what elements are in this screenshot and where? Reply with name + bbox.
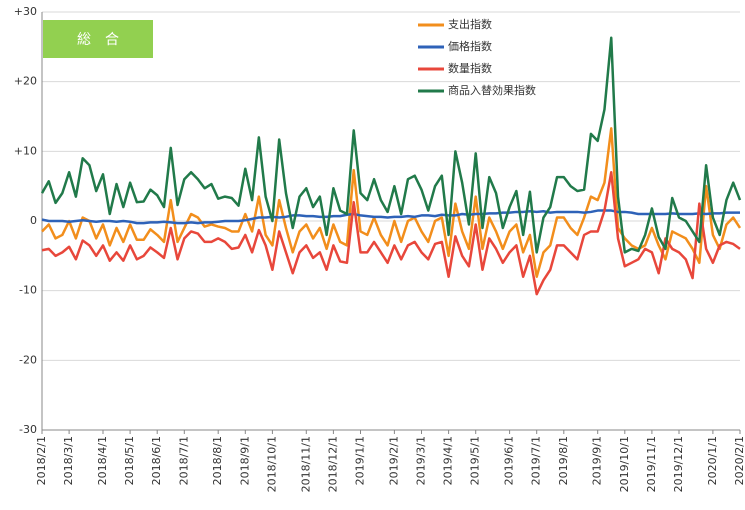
- annotation-box: [43, 20, 153, 58]
- x-tick-label: 2018/10/1: [265, 436, 278, 492]
- legend-label: 価格指数: [448, 39, 492, 53]
- x-tick-label: 2018/9/1: [238, 436, 251, 485]
- series-line: [41, 209, 740, 225]
- legend-label: 数量指数: [448, 61, 492, 75]
- annotation: 総 合: [77, 32, 119, 48]
- series-line: [40, 36, 742, 254]
- x-tick-label: 2019/5/1: [469, 436, 482, 485]
- y-tick-label: -20: [19, 353, 37, 366]
- x-tick-label: 2018/12/1: [326, 436, 339, 492]
- x-tick-label: 2019/6/1: [503, 436, 516, 485]
- x-tick-label: 2019/1/1: [354, 436, 367, 485]
- y-tick-label: +20: [14, 75, 37, 88]
- x-tick-label: 2019/11/1: [645, 436, 658, 492]
- y-tick-label: -30: [19, 423, 37, 436]
- legend-label: 支出指数: [448, 17, 492, 31]
- x-tick-label: 2019/3/1: [414, 436, 427, 485]
- x-tick-label: 2020/1/1: [706, 436, 719, 485]
- x-tick-label: 2019/12/1: [672, 436, 685, 492]
- x-tick-label: 2019/10/1: [618, 436, 631, 492]
- x-tick-label: 2019/9/1: [591, 436, 604, 485]
- legend-label: 商品入替効果指数: [448, 83, 536, 97]
- x-tick-label: 2019/2/1: [387, 436, 400, 485]
- x-tick-label: 2018/2/1: [35, 436, 48, 485]
- x-tick-label: 2018/6/1: [150, 436, 163, 485]
- x-tick-label: 2018/8/1: [211, 436, 224, 485]
- x-tick-label: 2019/7/1: [530, 436, 543, 485]
- y-tick-label: +30: [14, 5, 37, 18]
- y-tick-label: -10: [19, 284, 37, 297]
- x-tick-label: 2019/8/1: [557, 436, 570, 485]
- x-tick-label: 2018/5/1: [123, 436, 136, 485]
- y-tick-label: +10: [14, 144, 37, 157]
- series-line: [41, 170, 741, 296]
- x-tick-label: 2018/3/1: [62, 436, 75, 485]
- x-tick-label: 2020/2/1: [733, 436, 745, 485]
- x-tick-label: 2018/4/1: [96, 436, 109, 485]
- x-tick-label: 2018/7/1: [177, 436, 190, 485]
- x-tick-label: 2018/11/1: [299, 436, 312, 492]
- x-tick-label: 2019/4/1: [442, 436, 455, 485]
- y-tick-label: 0: [30, 214, 37, 227]
